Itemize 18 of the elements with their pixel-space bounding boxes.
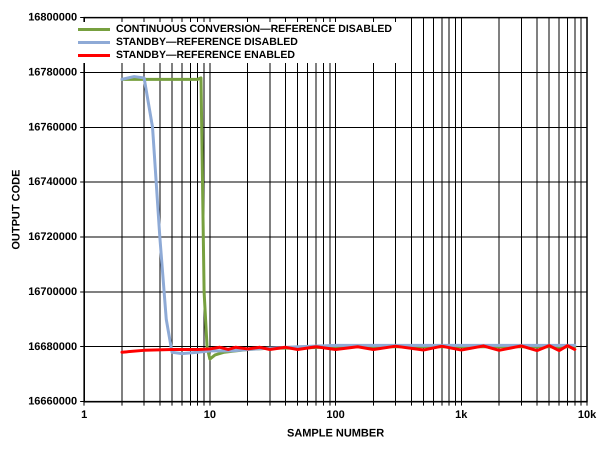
y-tick-label: 16780000 [28,66,78,78]
y-tick-label: 16720000 [28,231,78,244]
y-axis-title: OUTPUT CODE [10,170,23,250]
legend-label: STANDBY—REFERENCE ENABLED [116,49,295,62]
x-tick-label: 1k [455,409,468,422]
legend-label: CONTINUOUS CONVERSION—REFERENCE DISABLED [116,23,392,36]
x-tick-label: 100 [326,409,345,422]
y-tick-label: 16700000 [28,286,78,298]
x-tick-label: 10k [578,409,598,422]
legend-label: STANDBY—REFERENCE DISABLED [116,36,298,49]
y-tick-label: 16680000 [28,340,78,353]
x-axis-title: SAMPLE NUMBER [286,427,384,440]
y-tick-label: 16800000 [28,12,78,24]
x-tick-label: 10 [204,409,216,422]
y-tick-label: 16760000 [28,121,78,134]
y-tick-label: 16660000 [28,396,78,408]
x-tick-label: 1 [81,409,88,422]
y-tick-label: 16740000 [28,176,78,188]
